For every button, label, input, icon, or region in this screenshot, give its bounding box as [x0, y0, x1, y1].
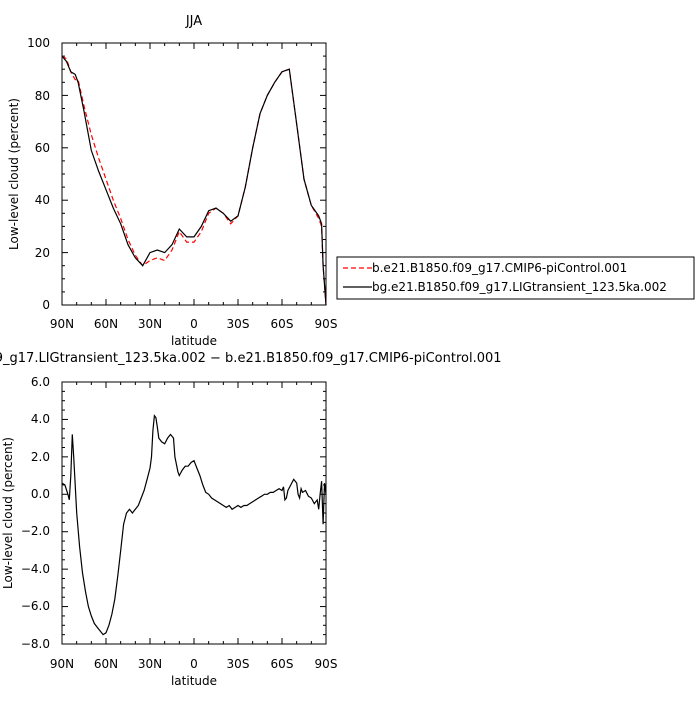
- bottom-xtick-label-30s: 30S: [227, 657, 250, 671]
- bottom-xtick-label-90s: 90S: [315, 657, 338, 671]
- bottom-ytick-label-m6: −6.0: [21, 599, 50, 613]
- legend-label-picontrol: b.e21.B1850.f09_g17.CMIP6-piControl.001: [372, 261, 627, 275]
- bottom-ytick-label-m8: −8.0: [21, 637, 50, 651]
- bottom-plot-frame: [61, 381, 327, 645]
- top-series-lines: [61, 55, 327, 306]
- top-y-ticks: [62, 42, 326, 306]
- bottom-xtick-label-0: 0: [190, 657, 198, 671]
- top-ytick-label-0: 0: [42, 298, 50, 312]
- top-xtick-label-30n: 30N: [138, 317, 162, 331]
- bottom-xtick-label-90n: 90N: [50, 657, 74, 671]
- bottom-ytick-label-6: 6.0: [31, 375, 50, 389]
- panel-top: JJA 90N 60N 30N 0 30S 60S 90S 0 20 40 60…: [7, 14, 337, 348]
- top-ytick-label-40: 40: [35, 193, 50, 207]
- top-x-ticks: [61, 43, 327, 305]
- top-xtick-label-60n: 60N: [94, 317, 118, 331]
- legend: b.e21.B1850.f09_g17.CMIP6-piControl.001 …: [336, 256, 695, 300]
- bottom-ytick-label-2: 2.0: [31, 450, 50, 464]
- bottom-xtick-label-30n: 30N: [138, 657, 162, 671]
- legend-box: [336, 256, 695, 300]
- bottom-ytick-label-0: 0.0: [31, 487, 50, 501]
- top-xtick-label-30s: 30S: [227, 317, 250, 331]
- panel-bottom: bg.e21.B1850.f09_g17.LIGtransient_123.5k…: [0, 351, 502, 688]
- bottom-xtick-label-60n: 60N: [94, 657, 118, 671]
- top-xtick-label-90s: 90S: [315, 317, 338, 331]
- bottom-ytick-label-4: 4.0: [31, 412, 50, 426]
- top-ytick-label-60: 60: [35, 141, 50, 155]
- top-ytick-label-20: 20: [35, 246, 50, 260]
- bottom-ytick-label-m2: −2.0: [21, 524, 50, 538]
- bottom-x-axis-label: latitude: [171, 674, 217, 688]
- bottom-ytick-label-m4: −4.0: [21, 562, 50, 576]
- bottom-y-ticks: [62, 381, 326, 645]
- bottom-y-axis-label: Low-level cloud (percent): [1, 437, 15, 589]
- top-xtick-label-90n: 90N: [50, 317, 74, 331]
- series-line-difference: [61, 414, 327, 636]
- series-line-picontrol: [61, 55, 327, 306]
- top-y-axis-label: Low-level cloud (percent): [7, 98, 21, 250]
- top-x-axis-label: latitude: [171, 334, 217, 348]
- series-line-ligtransient: [61, 55, 327, 306]
- bottom-x-ticks: [61, 382, 327, 644]
- top-chart-title: JJA: [185, 14, 202, 29]
- top-plot-frame: [61, 42, 327, 306]
- top-xtick-label-60s: 60S: [271, 317, 294, 331]
- bottom-chart-title: bg.e21.B1850.f09_g17.LIGtransient_123.5k…: [0, 351, 502, 366]
- bottom-xtick-label-60s: 60S: [271, 657, 294, 671]
- top-ytick-label-100: 100: [27, 36, 50, 50]
- top-ytick-label-80: 80: [35, 89, 50, 103]
- legend-label-ligtransient: bg.e21.B1850.f09_g17.LIGtransient_123.5k…: [372, 280, 667, 294]
- top-xtick-label-0: 0: [190, 317, 198, 331]
